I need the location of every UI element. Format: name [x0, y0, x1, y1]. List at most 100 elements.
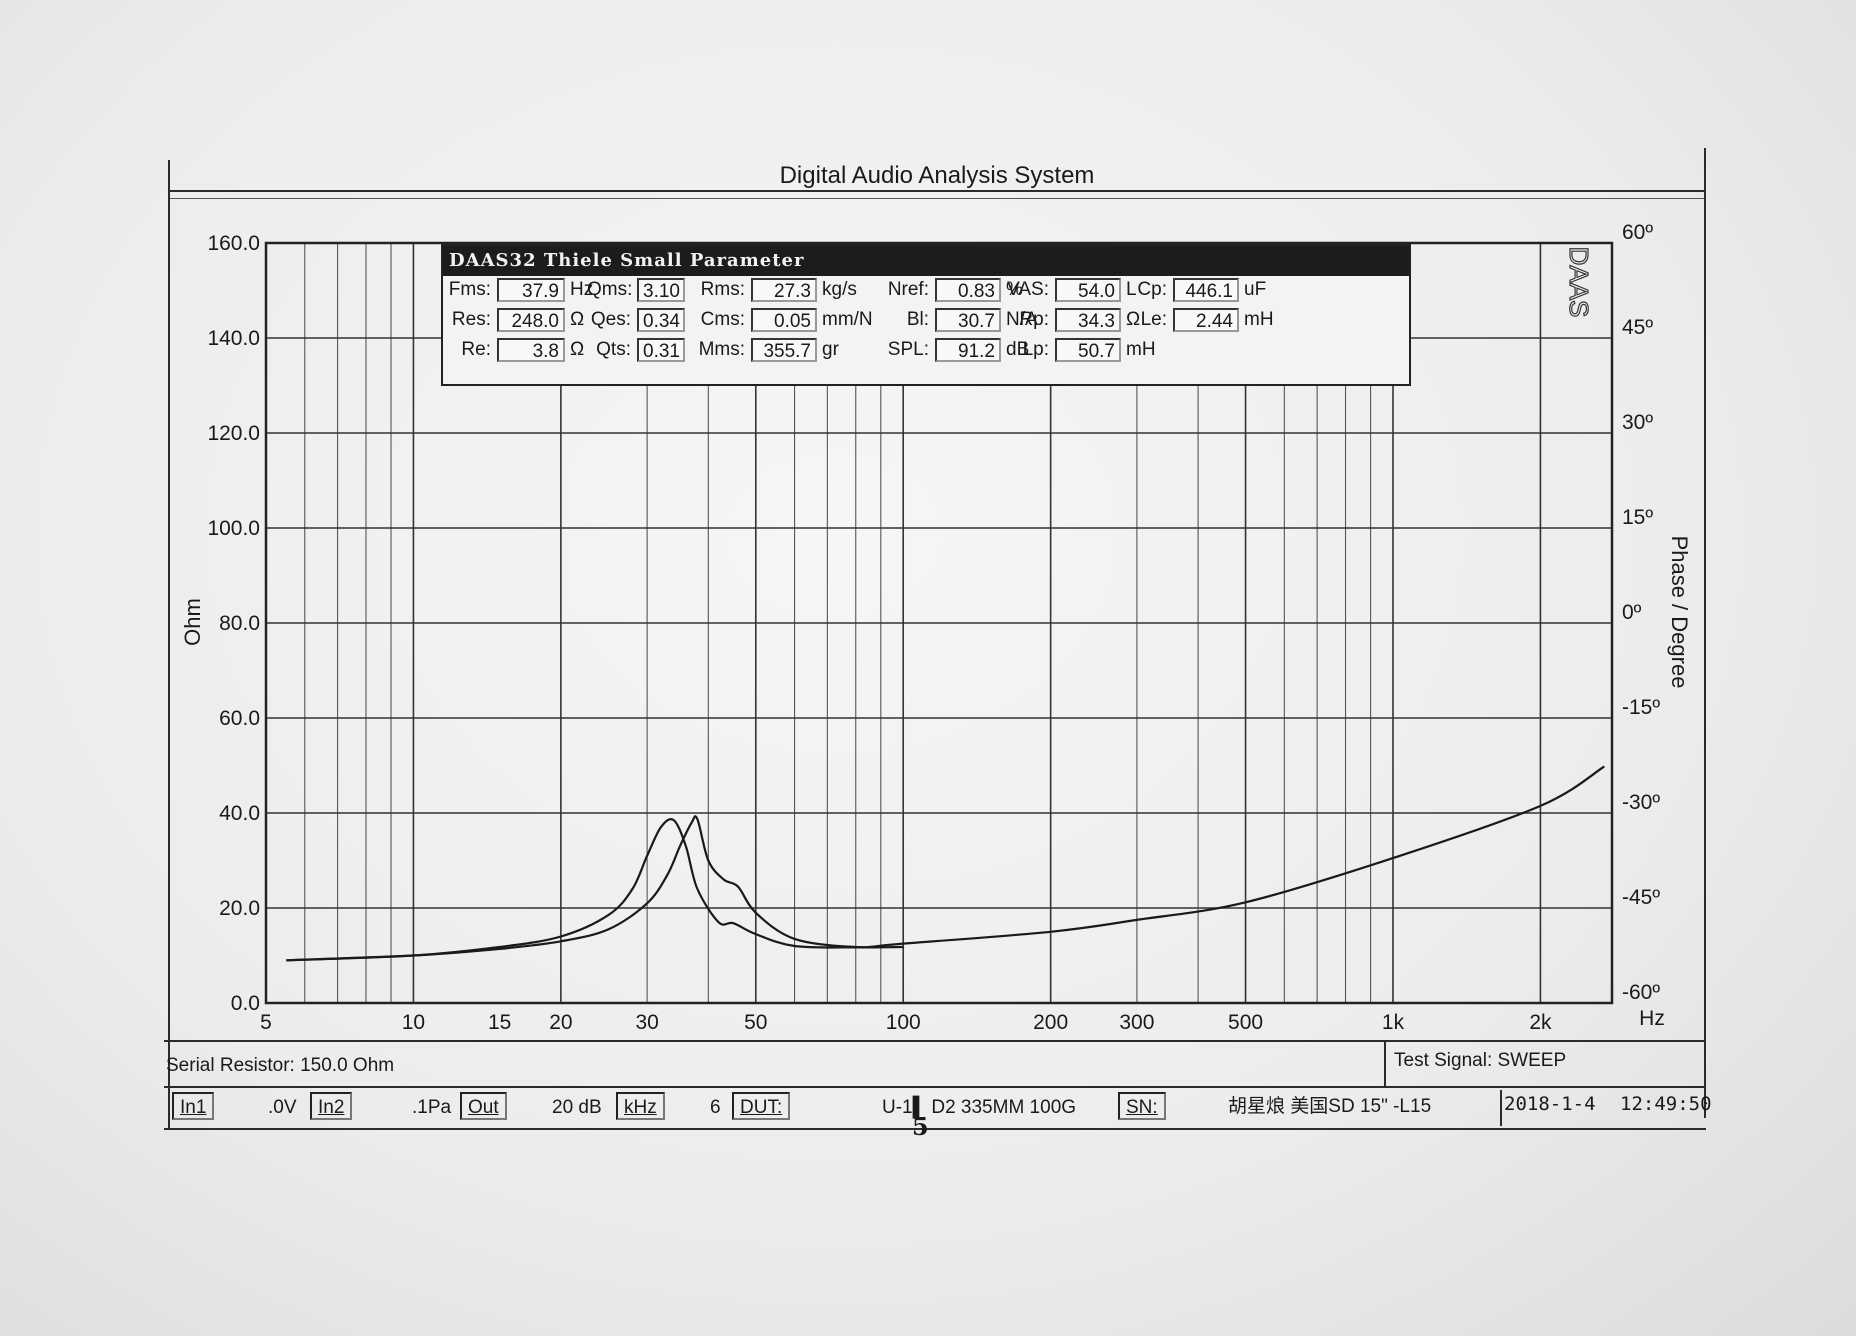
- y2-tick-label: 0º: [1622, 601, 1642, 624]
- in2-button[interactable]: In2: [310, 1092, 353, 1120]
- khz-group: kHz: [616, 1092, 665, 1120]
- param-value: 0.34: [637, 308, 685, 332]
- param-spl: SPL: 91.2 dB: [883, 338, 1029, 362]
- title-divider: [170, 190, 1704, 192]
- param-unit: Ω: [570, 309, 585, 331]
- param-qms: Qms: 3.10: [587, 278, 685, 302]
- param-res: Res: 248.0 Ω: [447, 308, 584, 332]
- dut-number: 6: [710, 1097, 721, 1118]
- khz-button[interactable]: kHz: [616, 1092, 665, 1120]
- bottom-axis-ticks: 5 10 15 20 30 50 100 200 300 500 1k 2k: [260, 1011, 1552, 1034]
- dut-group: DUT:: [732, 1092, 791, 1120]
- param-label: Cp:: [1137, 279, 1167, 301]
- x-tick-label: 500: [1228, 1011, 1263, 1034]
- status-divider-bottom: [164, 1128, 1706, 1130]
- param-qts: Qts: 0.31: [587, 338, 685, 362]
- param-value: 54.0: [1055, 278, 1121, 302]
- y-tick-label: 160.0: [207, 232, 260, 255]
- sn-button[interactable]: SN:: [1118, 1092, 1166, 1120]
- y2-tick-label: -30º: [1622, 791, 1660, 814]
- y2-tick-label: -45º: [1622, 886, 1660, 909]
- param-label: Rp:: [1019, 309, 1049, 331]
- param-value: 248.0: [497, 308, 565, 332]
- impedance-curve-2: [286, 765, 1605, 962]
- param-mms: Mms: 355.7 gr: [693, 338, 839, 362]
- param-unit: uF: [1244, 279, 1267, 301]
- y-tick-label: 40.0: [219, 802, 260, 825]
- in1-group: In1: [172, 1092, 215, 1120]
- dut-button[interactable]: DUT:: [732, 1092, 791, 1120]
- plot-area-border: [264, 241, 1614, 1005]
- y2-tick-label: 60º: [1622, 221, 1653, 244]
- page-title: Digital Audio Analysis System: [779, 162, 1095, 189]
- x-tick-label: 2k: [1529, 1011, 1552, 1034]
- y2-tick-label: -15º: [1622, 696, 1660, 719]
- param-label: Re:: [461, 339, 491, 361]
- x-tick-label: 5: [260, 1011, 272, 1034]
- out-group: Out: [460, 1092, 507, 1120]
- y-tick-label: 0.0: [231, 992, 260, 1015]
- sn-group: SN:: [1118, 1092, 1166, 1120]
- param-unit: kg/s: [822, 279, 857, 301]
- param-label: SPL:: [887, 339, 929, 361]
- frame-right-border: [1704, 148, 1706, 1118]
- thiele-small-parameter-panel: DAAS32 Thiele Small Parameter Fms: 37.9 Hz…: [441, 244, 1411, 386]
- x-tick-label: 50: [744, 1011, 767, 1034]
- param-unit: Ω: [1126, 309, 1141, 331]
- param-le: Le: 2.44 mH: [1133, 308, 1274, 332]
- in1-button[interactable]: In1: [172, 1092, 215, 1120]
- param-label: Bl:: [906, 309, 929, 331]
- param-unit: Hz: [570, 279, 594, 301]
- left-axis-ticks: 0.0 20.0 40.0 60.0 80.0 100.0 120.0 140.0 160.0: [207, 232, 260, 1015]
- param-value: 2.44: [1173, 308, 1239, 332]
- level-value: 20 dB: [552, 1097, 602, 1118]
- param-label: Qes:: [590, 309, 631, 331]
- param-value: 0.05: [751, 308, 817, 332]
- param-unit: N/A: [1006, 309, 1038, 331]
- param-value: 3.10: [637, 278, 685, 302]
- y2-axis-label: Phase / Degree: [1667, 536, 1692, 689]
- param-qes: Qes: 0.34: [587, 308, 685, 332]
- param-label: Fms:: [448, 279, 491, 301]
- x-tick-label: 15: [488, 1011, 511, 1034]
- y-tick-label: 20.0: [219, 897, 260, 920]
- param-unit: dB: [1006, 339, 1030, 361]
- param-rp: Rp: 34.3 Ω: [1003, 308, 1140, 332]
- y-axis-label: Ohm: [180, 598, 205, 646]
- param-value: 0.31: [637, 338, 685, 362]
- param-unit: Ω: [570, 339, 585, 361]
- y2-tick-label: 45º: [1622, 316, 1653, 339]
- param-lp: Lp: 50.7 mH: [1003, 338, 1156, 362]
- param-label: Lp:: [1022, 339, 1049, 361]
- param-value: 50.7: [1055, 338, 1121, 362]
- param-unit: mm/N: [822, 309, 873, 331]
- x-axis-unit-label: Hz: [1639, 1007, 1665, 1030]
- title-divider-thin: [170, 198, 1704, 199]
- param-label: Nref:: [887, 279, 929, 301]
- time-text: 12:49:50: [1620, 1093, 1712, 1115]
- param-value: 27.3: [751, 278, 817, 302]
- x-tick-label: 100: [886, 1011, 921, 1034]
- in1-value: .0V: [268, 1097, 297, 1118]
- out-button[interactable]: Out: [460, 1092, 507, 1120]
- vertical-daas-logo: DAAS: [1564, 247, 1594, 318]
- param-re: Re: 3.8 Ω: [447, 338, 584, 362]
- date-time-cell: 2018-1-4 12:49:50: [1500, 1090, 1712, 1126]
- test-signal-text: Test Signal: SWEEP: [1394, 1050, 1567, 1071]
- param-vas: VAS: 54.0 L: [1003, 278, 1137, 302]
- x-tick-label: 10: [402, 1011, 425, 1034]
- param-value: 34.3: [1055, 308, 1121, 332]
- param-cp: Cp: 446.1 uF: [1133, 278, 1266, 302]
- y-tick-label: 80.0: [219, 612, 260, 635]
- test-signal-cell: Test Signal: SWEEP: [1384, 1042, 1708, 1086]
- param-value: 355.7: [751, 338, 817, 362]
- param-bl: Bl: 30.7 N/A: [883, 308, 1038, 332]
- param-value: 37.9: [497, 278, 565, 302]
- panel-title: DAAS32 Thiele Small Parameter: [443, 246, 1409, 276]
- param-label: Cms:: [700, 309, 745, 331]
- param-label: Rms:: [700, 279, 745, 301]
- param-value: 446.1: [1173, 278, 1239, 302]
- param-unit: mH: [1244, 309, 1274, 331]
- serial-number-text: 胡星烺 美国SD 15" -L15: [1228, 1096, 1432, 1117]
